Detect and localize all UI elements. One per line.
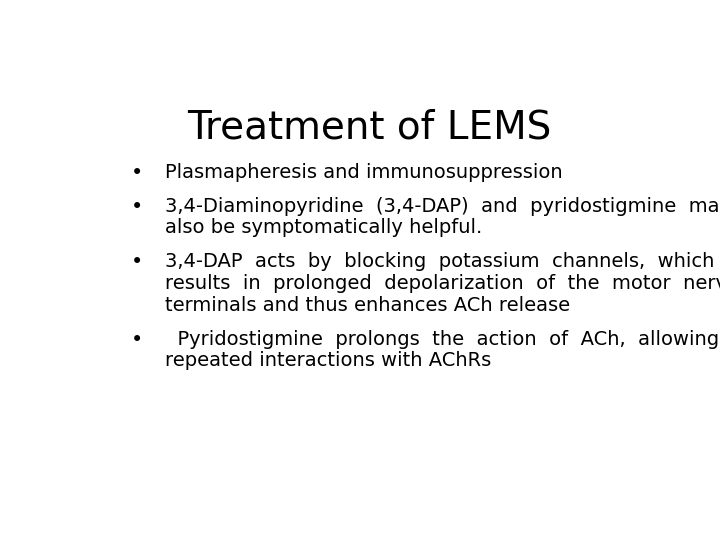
Text: 3,4-Diaminopyridine  (3,4-DAP)  and  pyridostigmine  may: 3,4-Diaminopyridine (3,4-DAP) and pyrido… — [166, 197, 720, 215]
Text: •: • — [131, 252, 143, 272]
Text: Pyridostigmine  prolongs  the  action  of  ACh,  allowing: Pyridostigmine prolongs the action of AC… — [166, 329, 719, 349]
Text: Treatment of LEMS: Treatment of LEMS — [187, 109, 551, 146]
Text: terminals and thus enhances ACh release: terminals and thus enhances ACh release — [166, 295, 570, 315]
Text: •: • — [131, 329, 143, 350]
Text: 3,4-DAP  acts  by  blocking  potassium  channels,  which: 3,4-DAP acts by blocking potassium chann… — [166, 252, 715, 271]
Text: repeated interactions with AChRs: repeated interactions with AChRs — [166, 352, 492, 370]
Text: Plasmapheresis and immunosuppression: Plasmapheresis and immunosuppression — [166, 163, 563, 181]
Text: also be symptomatically helpful.: also be symptomatically helpful. — [166, 218, 482, 237]
Text: •: • — [131, 163, 143, 183]
Text: •: • — [131, 197, 143, 217]
Text: results  in  prolonged  depolarization  of  the  motor  nerve: results in prolonged depolarization of t… — [166, 274, 720, 293]
